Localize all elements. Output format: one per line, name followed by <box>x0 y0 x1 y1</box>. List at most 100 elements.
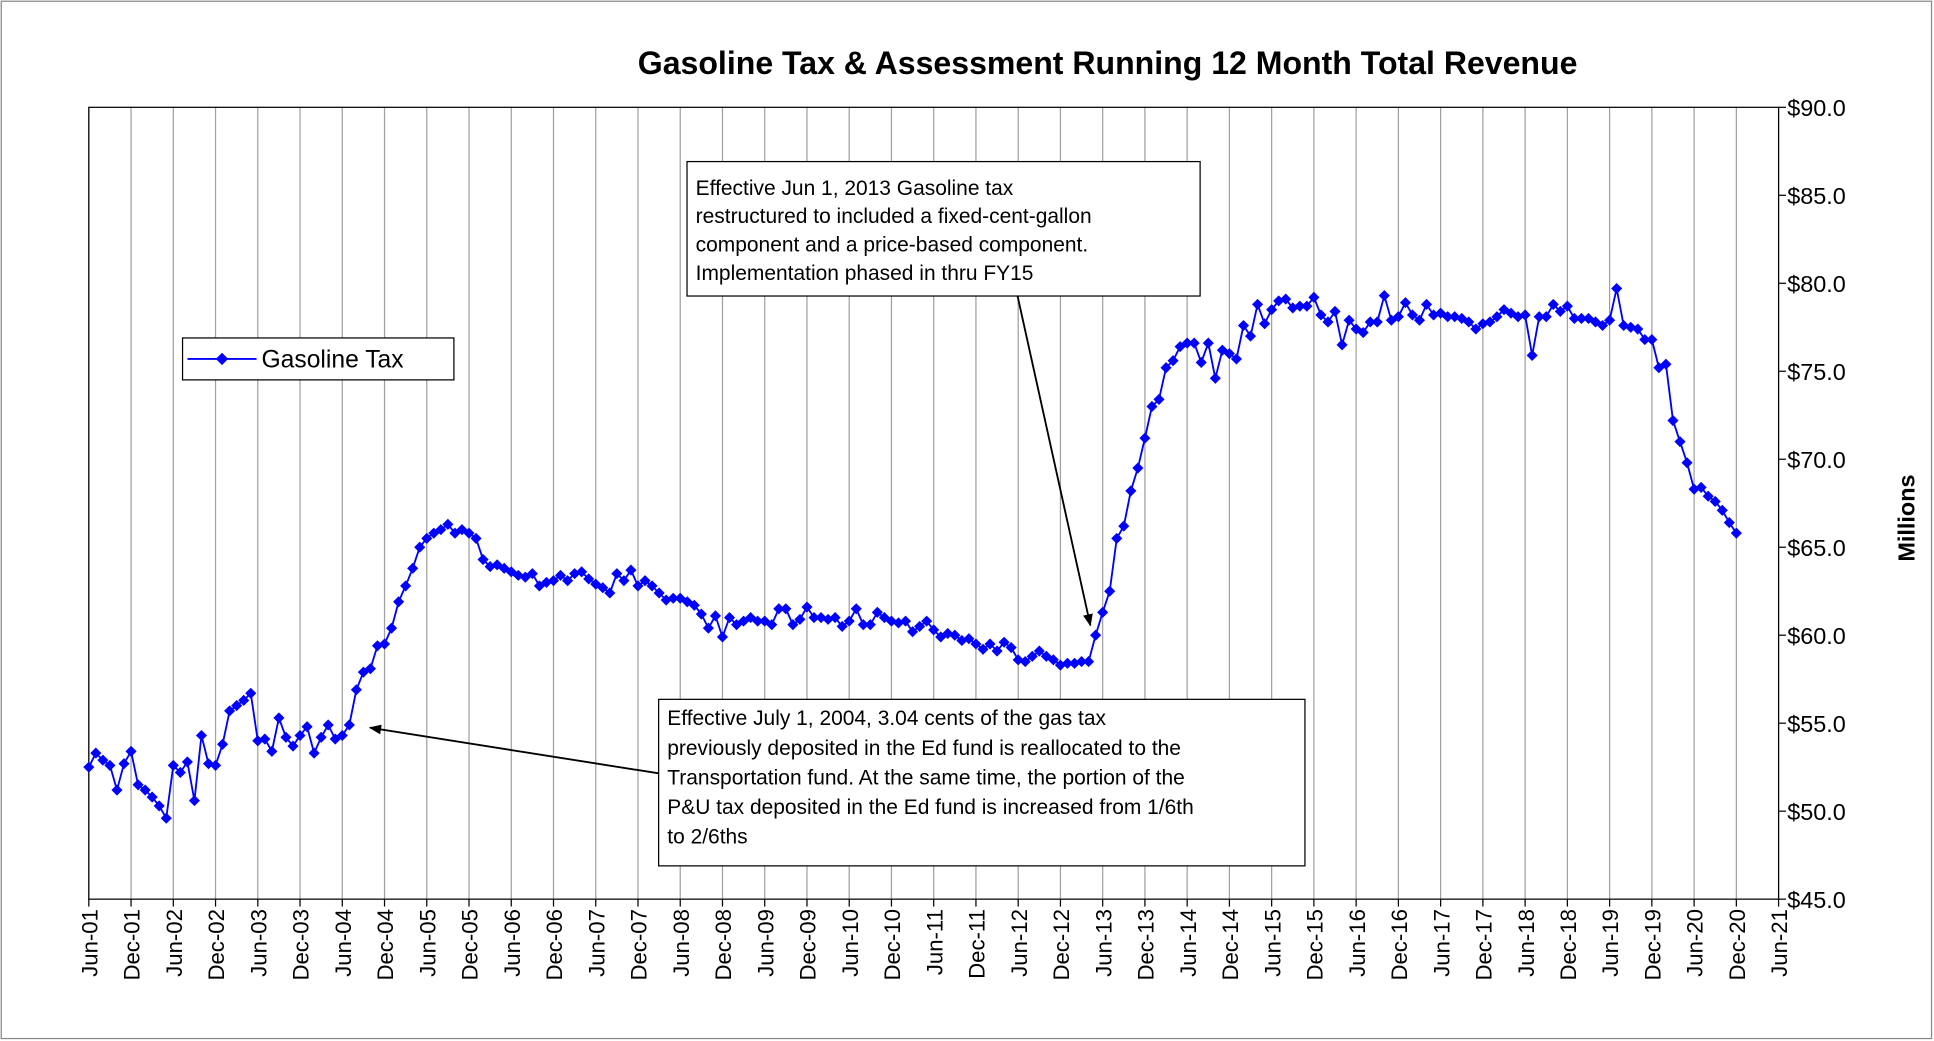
data-point <box>1575 312 1587 325</box>
x-tick-label: Dec-12 <box>1049 909 1074 981</box>
x-tick-label: Jun-04 <box>331 909 356 977</box>
data-point <box>899 615 912 627</box>
x-tick-label: Jun-01 <box>77 909 102 977</box>
data-point <box>590 578 602 590</box>
annotation-text: Effective Jun 1, 2013 Gasoline tax <box>696 177 1014 200</box>
x-tick-label: Dec-16 <box>1387 909 1412 981</box>
data-point <box>907 626 919 638</box>
annotation-text: P&U tax deposited in the Ed fund is incr… <box>667 796 1193 819</box>
data-point <box>209 759 222 771</box>
data-point <box>477 553 489 566</box>
x-tick-label: Jun-12 <box>1007 909 1032 977</box>
annotation-box <box>658 698 1306 867</box>
legend-label: Gasoline Tax <box>261 347 404 374</box>
data-point <box>1125 485 1137 497</box>
data-point <box>1498 304 1510 316</box>
data-point <box>695 608 707 620</box>
data-point <box>1061 657 1074 669</box>
x-tick-label: Jun-16 <box>1345 909 1370 977</box>
data-point <box>1597 319 1609 332</box>
data-point <box>1244 330 1257 342</box>
x-tick-label: Dec-06 <box>542 909 567 981</box>
annotation-text: component and a price-based component. <box>696 234 1089 257</box>
x-tick-label: Jun-11 <box>922 909 947 975</box>
annotation-box <box>686 160 1201 297</box>
data-point <box>1547 298 1559 310</box>
data-point <box>1505 307 1517 319</box>
data-point <box>195 729 208 742</box>
data-point <box>921 615 933 627</box>
data-point <box>702 622 714 634</box>
annotation-text: restructured to included a fixed-cent-ga… <box>696 205 1092 228</box>
data-point <box>1406 309 1419 321</box>
data-point <box>167 759 179 771</box>
data-point <box>1568 312 1580 325</box>
data-point <box>315 731 327 743</box>
x-tick-label: Jun-14 <box>1176 909 1201 977</box>
data-point <box>153 800 165 812</box>
x-tick-label: Jun-05 <box>415 909 440 977</box>
x-tick-label: Dec-20 <box>1725 909 1750 981</box>
x-tick-label: Dec-13 <box>1134 909 1159 981</box>
x-tick-label: Jun-19 <box>1598 909 1623 977</box>
data-point <box>1512 311 1524 323</box>
y-tick-label: $85.0 <box>1787 183 1846 209</box>
data-point <box>794 613 806 625</box>
data-point <box>463 527 475 539</box>
data-point <box>238 694 250 706</box>
x-tick-label: Jun-08 <box>669 909 694 977</box>
annotation-text: Transportation fund. At the same time, t… <box>667 766 1185 789</box>
data-point <box>1470 323 1482 335</box>
data-point <box>1604 314 1616 326</box>
data-point <box>1146 400 1158 413</box>
data-point <box>231 700 243 712</box>
x-tick-label: Dec-17 <box>1472 909 1497 981</box>
data-point <box>681 596 693 608</box>
x-tick-label: Jun-21 <box>1767 909 1792 977</box>
x-tick-label: Dec-18 <box>1556 909 1581 981</box>
data-point <box>1371 316 1383 328</box>
annotation: Effective Jun 1, 2013 Gasoline tax restr… <box>686 160 1201 627</box>
x-tick-label: Dec-15 <box>1303 909 1328 981</box>
data-point <box>604 587 616 599</box>
annotation-text: to 2/6ths <box>667 826 747 849</box>
data-point <box>1308 291 1320 303</box>
data-point <box>688 599 700 611</box>
legend-box <box>181 337 455 381</box>
y-tick-label: $80.0 <box>1787 271 1846 297</box>
annotation-text: Implementation phased in thru FY15 <box>696 262 1034 285</box>
data-point <box>1385 314 1397 326</box>
data-point <box>301 721 313 733</box>
data-point <box>336 729 348 742</box>
data-point <box>90 747 102 759</box>
x-tick-label: Jun-18 <box>1514 909 1539 977</box>
x-tick-label: Dec-11 <box>965 909 990 979</box>
data-point <box>1540 311 1552 323</box>
data-point <box>892 617 905 629</box>
x-tick-label: Dec-10 <box>880 909 905 981</box>
data-point <box>386 622 398 634</box>
data-point <box>1076 656 1088 668</box>
y-tick-label: $75.0 <box>1787 359 1846 385</box>
data-point <box>97 754 109 766</box>
x-tick-label: Dec-14 <box>1218 909 1243 981</box>
data-point <box>1392 311 1404 323</box>
x-tick-label: Jun-06 <box>500 909 525 977</box>
x-tick-label: Jun-07 <box>584 909 609 977</box>
data-point <box>1611 283 1623 295</box>
y-tick-label: $60.0 <box>1787 623 1846 649</box>
data-point <box>569 568 581 580</box>
data-point <box>1526 349 1538 361</box>
x-tick-label: Dec-19 <box>1640 909 1665 981</box>
data-point <box>1040 650 1052 662</box>
data-point <box>181 756 193 768</box>
y-tick-label: $45.0 <box>1787 887 1846 913</box>
data-point <box>160 812 172 824</box>
data-point <box>400 580 412 592</box>
data-point <box>1491 311 1503 323</box>
data-point <box>1442 311 1454 323</box>
x-tick-label: Jun-20 <box>1683 909 1708 977</box>
annotation: Effective July 1, 2004, 3.04 cents of th… <box>368 698 1306 867</box>
x-tick-label: Dec-01 <box>120 909 145 981</box>
